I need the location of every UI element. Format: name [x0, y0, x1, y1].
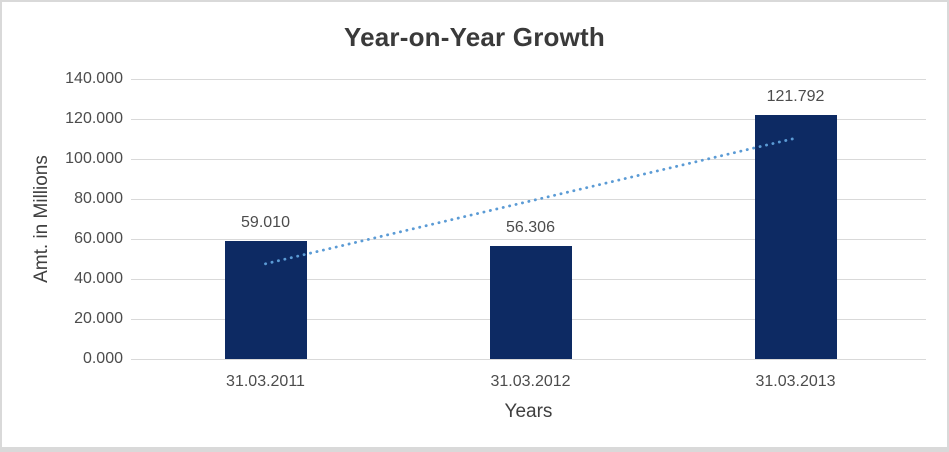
bar-value-label: 56.306 — [506, 219, 555, 237]
x-axis-category-label: 31.03.2012 — [490, 373, 571, 390]
bar-value-label: 121.792 — [766, 88, 825, 106]
y-gridline — [131, 79, 926, 80]
y-axis-tick-label: 120.000 — [65, 110, 123, 127]
y-axis-tick-label: 140.000 — [65, 70, 123, 87]
y-axis-tick-label: 80.000 — [74, 190, 123, 207]
bar — [224, 240, 307, 359]
y-axis-tick-label: 100.000 — [65, 150, 123, 167]
y-axis-tick-label: 40.000 — [74, 270, 123, 287]
y-axis-tick-label: 0.000 — [82, 350, 123, 367]
bar-value-label: 59.010 — [241, 213, 290, 231]
bar — [754, 115, 837, 359]
y-axis-title: Amt. in Millions — [31, 155, 52, 283]
x-axis-category-label: 31.03.2011 — [226, 373, 305, 390]
y-gridline — [131, 119, 926, 120]
x-axis-category-label: 31.03.2013 — [755, 373, 836, 390]
y-axis-tick-label: 60.000 — [74, 230, 123, 247]
y-axis-tick-label: 20.000 — [74, 310, 123, 327]
x-axis-title: Years — [504, 401, 553, 422]
bar — [489, 246, 572, 359]
x-axis-line — [131, 359, 926, 360]
chart-title: Year-on-Year Growth — [344, 22, 605, 52]
